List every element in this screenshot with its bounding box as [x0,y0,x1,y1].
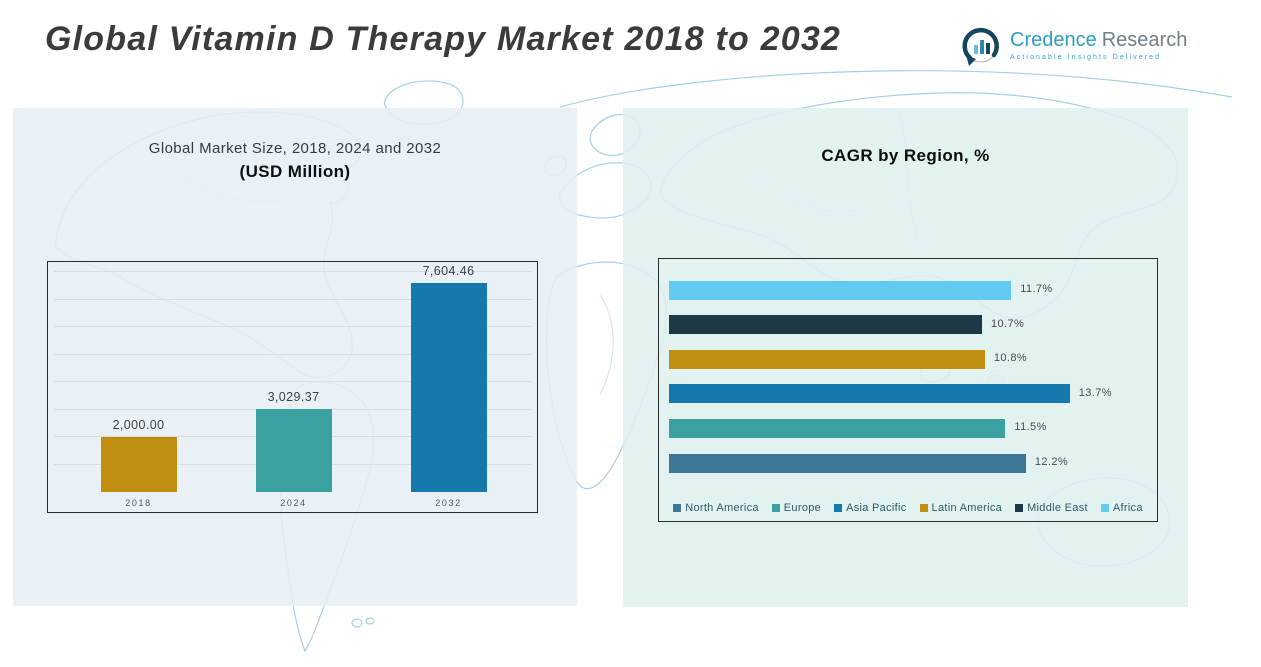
logo-name-secondary: Research [1101,29,1188,51]
cagr-value-label-africa: 11.7% [1020,283,1053,295]
legend-item-north-america: North America [673,502,759,514]
legend-item-latin-america: Latin America [919,502,1003,514]
legend-label-north-america: North America [685,502,759,514]
legend-swatch-latin-america [919,504,928,512]
market-bar-2018 [100,437,177,492]
market-axis-label-2032: 2032 [435,498,462,508]
market-chart-title: Global Market Size, 2018, 2024 and 2032 … [13,108,577,182]
legend-item-africa: Africa [1100,502,1143,514]
gridline [54,271,531,272]
legend-swatch-africa [1100,504,1109,512]
page-title: Global Vitamin D Therapy Market 2018 to … [45,20,842,58]
cagr-value-label-latin-america: 10.8% [993,352,1028,365]
cagr-legend: North America Europe Asia Pacific Latin Ame… [659,502,1157,514]
legend-item-europe: Europe [771,502,822,514]
market-chart-title-line1: Global Market Size, 2018, 2024 and 2032 [148,140,442,157]
market-size-panel: Global Market Size, 2018, 2024 and 2032 … [13,108,577,606]
market-value-label-2018: 2,000.00 [112,418,165,432]
legend-item-asia-pacific: Asia Pacific [834,502,906,514]
market-bar-2024 [255,408,332,492]
gridline [54,326,531,327]
cagr-panel: CAGR by Region, % 11.7% 10.7% 10.8% 13.7% 11… [623,108,1188,607]
cagr-bar-asia-pacific [669,384,1070,404]
bar-chart-circle-icon [962,27,999,66]
cagr-chart: 11.7% 10.7% 10.8% 13.7% 11.5% 12.2% North Amer… [658,258,1158,522]
legend-swatch-asia-pacific [834,504,843,512]
cagr-value-label-europe: 11.5% [1014,421,1047,434]
credence-logo: Credence Research Actionable Insights Del… [960,26,1187,68]
cagr-bar-north-america [669,453,1026,473]
logo-tagline: Actionable Insights Delivered [1010,54,1162,61]
legend-label-europe: Europe [783,502,822,514]
cagr-bar-africa [669,280,1012,300]
logo-text: Credence Research Actionable Insights Del… [1010,26,1187,61]
legend-swatch-north-america [673,504,682,512]
legend-swatch-europe [771,504,780,512]
market-value-label-2024: 3,029.37 [267,389,320,404]
legend-label-asia-pacific: Asia Pacific [846,502,907,514]
logo-name: Credence Research [1010,29,1187,51]
legend-swatch-middle-east [1015,504,1024,512]
cagr-value-label-asia-pacific: 13.7% [1078,386,1112,399]
market-bar-2032 [410,282,487,492]
market-value-label-2032: 7,604.46 [422,263,475,278]
logo-name-primary: Credence [1010,29,1097,51]
cagr-bar-latin-america [669,349,985,369]
market-size-chart: 2,000.00 2018 3,029.37 2024 7,604.46 2032 [47,261,538,513]
gridline [54,298,531,300]
cagr-bar-europe [669,418,1006,438]
legend-item-middle-east: Middle East [1015,502,1088,514]
gridline [54,353,531,355]
cagr-value-label-north-america: 12.2% [1034,456,1069,468]
market-axis-label-2024: 2024 [280,498,307,508]
cagr-value-label-middle-east: 10.7% [990,317,1025,330]
gridline [54,381,531,382]
cagr-bar-middle-east [669,315,982,335]
legend-label-latin-america: Latin America [931,502,1003,514]
market-chart-title-line2: (USD Million) [239,162,351,181]
cagr-chart-title: CAGR by Region, % [821,146,990,165]
legend-label-africa: Africa [1112,502,1143,514]
market-axis-label-2018: 2018 [125,498,152,508]
legend-label-middle-east: Middle East [1027,502,1088,514]
